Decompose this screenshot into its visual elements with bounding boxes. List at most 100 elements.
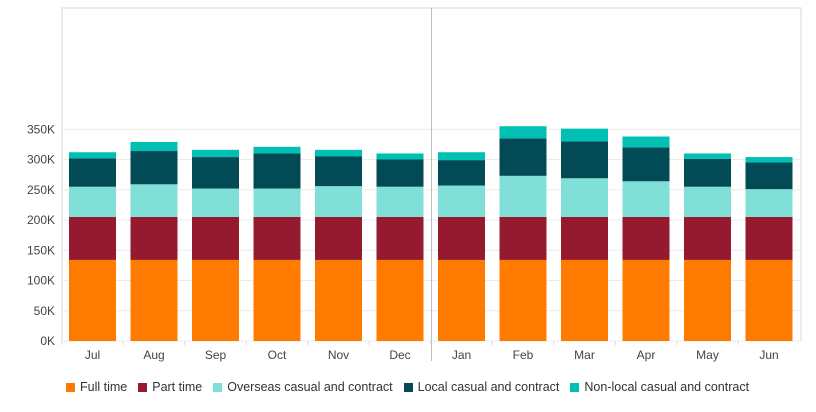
bar-segment[interactable] — [622, 216, 670, 260]
y-tick-label: 0K — [40, 334, 55, 348]
bar-segment[interactable] — [192, 259, 239, 341]
bar-segment[interactable] — [745, 162, 793, 190]
bar-segment[interactable] — [499, 126, 547, 139]
bar-segment[interactable] — [561, 141, 608, 179]
legend-swatch — [138, 382, 148, 392]
bar-segment[interactable] — [376, 259, 424, 341]
bar-segment[interactable] — [192, 149, 239, 158]
bar-segment[interactable] — [745, 157, 793, 163]
bar-segment[interactable] — [622, 147, 670, 182]
y-tick-label: 100K — [27, 274, 55, 288]
bar-segment[interactable] — [745, 259, 793, 341]
y-axis: 0K 50K 100K 150K 200K 250K 300K 350K — [27, 122, 55, 348]
x-tick-label: Oct — [268, 348, 287, 362]
legend-item[interactable]: Non-local casual and contract — [570, 380, 749, 394]
x-tick-label: Sep — [205, 348, 227, 362]
stacked-bar-chart: 0K 50K 100K 150K 200K 250K 300K 350K Jul Aug Sep O… — [27, 7, 802, 362]
bar-segment[interactable] — [684, 158, 731, 187]
legend-swatch — [213, 382, 223, 392]
bar-segment[interactable] — [69, 259, 116, 341]
bar-segment[interactable] — [438, 259, 485, 341]
bar-segment[interactable] — [622, 181, 670, 217]
y-tick-label: 200K — [27, 213, 55, 227]
legend-label: Part time — [152, 380, 203, 394]
bar-segment[interactable] — [69, 186, 116, 217]
x-tick-label: Aug — [143, 348, 164, 362]
bar-segment[interactable] — [315, 156, 362, 187]
y-tick-label: 350K — [27, 122, 55, 136]
legend-swatch — [403, 382, 413, 392]
bar-segment[interactable] — [315, 216, 362, 260]
y-tick-label: 150K — [27, 243, 55, 257]
bars — [69, 126, 793, 341]
y-tick-label: 250K — [27, 183, 55, 197]
bar-segment[interactable] — [130, 151, 178, 185]
legend-item[interactable]: Local casual and contract — [403, 380, 560, 394]
legend-item[interactable]: Overseas casual and contract — [213, 380, 393, 394]
x-tick-label: Apr — [637, 348, 656, 362]
bar-segment[interactable] — [684, 186, 731, 217]
bar-segment[interactable] — [130, 259, 178, 341]
x-tick-label: Jan — [452, 348, 471, 362]
x-tick-label: Jun — [759, 348, 778, 362]
bar-segment[interactable] — [499, 259, 547, 341]
bar-segment[interactable] — [684, 216, 731, 260]
bar-segment[interactable] — [438, 160, 485, 186]
bar-segment[interactable] — [315, 259, 362, 341]
x-tick-label: Dec — [389, 348, 410, 362]
x-tick-label: May — [696, 348, 719, 362]
bar-segment[interactable] — [684, 259, 731, 341]
x-tick-label: Nov — [328, 348, 349, 362]
bar-segment[interactable] — [438, 185, 485, 217]
bar-segment[interactable] — [130, 216, 178, 260]
bar-segment[interactable] — [499, 216, 547, 260]
bar-segment[interactable] — [745, 189, 793, 217]
bar-segment[interactable] — [315, 186, 362, 217]
legend-swatch — [66, 382, 75, 392]
bar-segment[interactable] — [561, 216, 608, 260]
bar-segment[interactable] — [745, 216, 793, 260]
legend-label: Full time — [80, 380, 128, 394]
bar-segment[interactable] — [130, 141, 178, 152]
x-tick-label: Mar — [574, 348, 595, 362]
bar-segment[interactable] — [561, 178, 608, 217]
bar-segment[interactable] — [438, 216, 485, 260]
bar-segment[interactable] — [253, 216, 301, 260]
bar-segment[interactable] — [315, 149, 362, 157]
y-tick-label: 50K — [34, 304, 55, 318]
bar-segment[interactable] — [192, 157, 239, 189]
bar-segment[interactable] — [438, 152, 485, 161]
bar-segment[interactable] — [622, 259, 670, 341]
bar-segment[interactable] — [376, 159, 424, 187]
bar-segment[interactable] — [253, 259, 301, 341]
bar-segment[interactable] — [376, 186, 424, 217]
bar-segment[interactable] — [622, 136, 670, 148]
bar-segment[interactable] — [499, 138, 547, 176]
legend-label: Overseas casual and contract — [227, 380, 393, 394]
x-tick-label: Jul — [85, 348, 100, 362]
legend-label: Non-local casual and contract — [584, 380, 750, 394]
bar-segment[interactable] — [684, 153, 731, 159]
legend-item[interactable]: Full time — [66, 380, 127, 394]
bar-segment[interactable] — [376, 153, 424, 160]
legend-item[interactable]: Part time — [138, 380, 202, 394]
bar-segment[interactable] — [561, 259, 608, 341]
bar-segment[interactable] — [130, 184, 178, 217]
legend: Full time Part time Overseas casual and co… — [66, 380, 760, 394]
bar-segment[interactable] — [561, 128, 608, 142]
x-tick-label: Feb — [513, 348, 534, 362]
bar-segment[interactable] — [253, 146, 301, 154]
bar-segment[interactable] — [253, 153, 301, 189]
bar-segment[interactable] — [376, 216, 424, 260]
bar-segment[interactable] — [253, 188, 301, 217]
x-axis: Jul Aug Sep Oct Nov Dec Jan Feb Mar Apr May Jun — [61, 341, 779, 362]
legend-label: Local casual and contract — [417, 380, 560, 394]
bar-segment[interactable] — [69, 158, 116, 187]
bar-segment[interactable] — [499, 175, 547, 217]
grid — [61, 7, 802, 361]
legend-swatch — [570, 382, 580, 392]
bar-segment[interactable] — [69, 152, 116, 159]
bar-segment[interactable] — [192, 216, 239, 260]
bar-segment[interactable] — [192, 188, 239, 217]
bar-segment[interactable] — [69, 216, 116, 260]
